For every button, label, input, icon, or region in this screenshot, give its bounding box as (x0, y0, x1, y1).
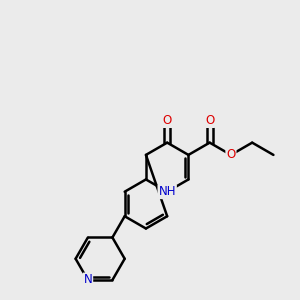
Text: O: O (205, 114, 214, 127)
Text: NH: NH (158, 185, 176, 198)
Text: O: O (226, 148, 236, 161)
Text: N: N (83, 274, 92, 286)
Text: O: O (163, 114, 172, 127)
